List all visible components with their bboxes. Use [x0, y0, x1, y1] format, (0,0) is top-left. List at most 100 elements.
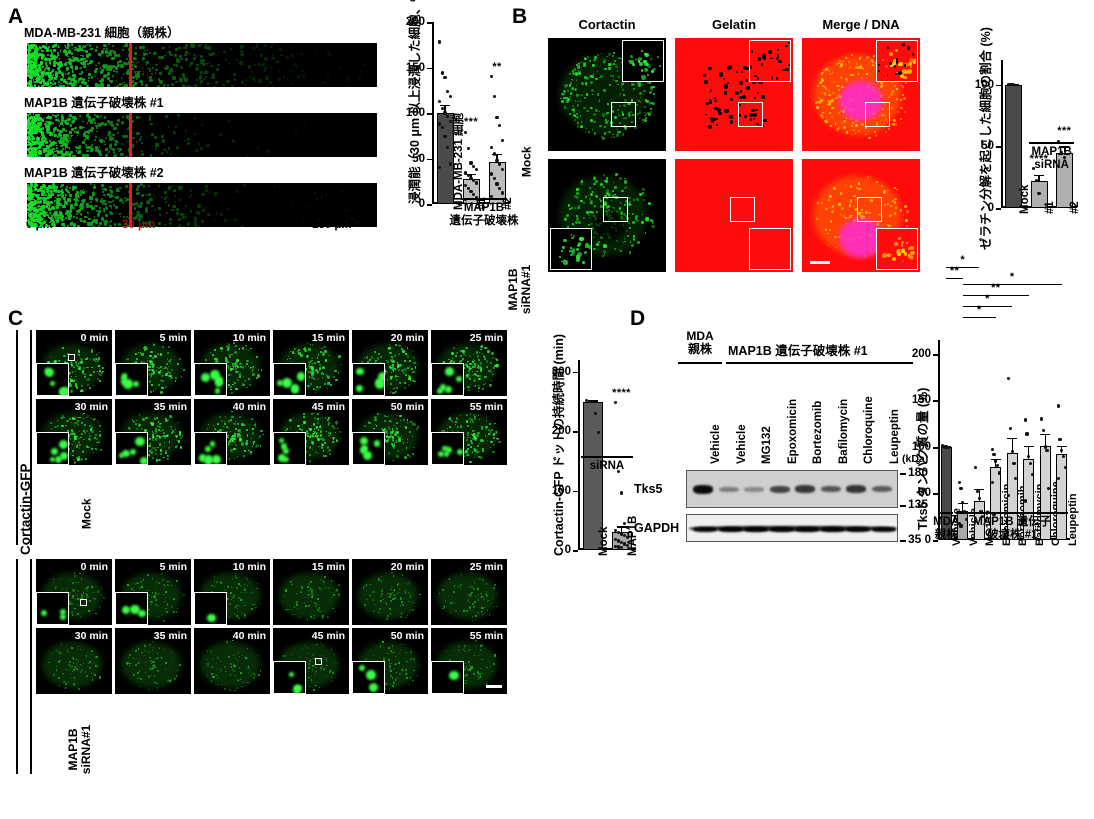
chart-data-point [616, 539, 620, 543]
inset-magnification [749, 228, 791, 270]
blot-kda-unit: (kDa) [902, 453, 929, 465]
chart-data-point [1043, 445, 1047, 449]
chart-significance-marker: * [985, 293, 990, 305]
blot-mw-marker: 35 [908, 532, 922, 546]
panel-a-chart: 0 50 100 150 200 MDA-MB-231 細胞 *** #1 ** #2 MAP1B 遺… [406, 16, 519, 227]
chart-data-point [1056, 477, 1060, 481]
chart-data-point [944, 445, 948, 449]
chart-data-point [495, 115, 499, 120]
chart-data-point [498, 124, 502, 128]
inset-magnification [194, 432, 227, 465]
chart-y-tick-label: 100 [911, 440, 931, 453]
chart-y-tick-label: 0 [418, 198, 425, 210]
panel-a-invasion-strip [27, 183, 377, 227]
blot-membrane [686, 514, 898, 542]
chart-data-point [446, 89, 450, 93]
chart-data-point [623, 534, 627, 538]
chart-data-point [498, 162, 502, 166]
chart-y-tick-label: 100 [551, 484, 571, 497]
chart-y-tick-label: 0 [564, 544, 571, 556]
chart-data-point [1062, 155, 1066, 160]
panel-a-row-title: MDA-MB-231 細胞（親株） [24, 26, 180, 40]
chart-significance-marker: *** [463, 116, 479, 129]
chart-data-point [466, 174, 470, 178]
panel-b-letter: B [512, 5, 528, 28]
blot-mw-marker: 180 [908, 465, 929, 479]
chart-data-point [590, 399, 595, 404]
chart-data-point [472, 178, 476, 182]
scale-bar [810, 261, 830, 264]
inset-magnification [36, 363, 69, 396]
chart-group-underline [939, 512, 953, 514]
panel-a-invasion-strip [27, 43, 377, 87]
chart-data-point [994, 459, 998, 463]
panel-a-30um-marker [129, 43, 132, 87]
panel-b-micrograph [548, 38, 666, 151]
chart-data-point [1012, 462, 1016, 466]
chart-data-point [500, 138, 505, 142]
chart-group-label: MAP1B siRNA [1031, 146, 1072, 171]
chart-data-point [489, 75, 494, 79]
chart-data-point [981, 515, 985, 519]
chart-group-underline [1029, 142, 1074, 144]
chart-data-point [498, 186, 502, 191]
panel-a-letter: A [8, 5, 24, 28]
chart-y-tick-label: 200 [551, 425, 571, 438]
chart-x-tick-label: #2 [1069, 201, 1082, 214]
blot-header-parental: MDA 親株 [686, 329, 714, 357]
panel-c-timestamp: 40 min [232, 401, 266, 413]
chart-data-point [466, 186, 470, 191]
chart-significance-marker: ** [991, 282, 1001, 294]
blot-band [693, 484, 713, 494]
panel-c-timestamp: 40 min [232, 630, 266, 642]
inset-magnification [36, 592, 69, 625]
chart-data-point [990, 448, 994, 452]
panel-c-timelapse-frame: 50 min [352, 399, 428, 465]
chart-data-point [1056, 404, 1060, 408]
chart-data-point [1023, 499, 1027, 503]
chart-data-point [448, 162, 453, 166]
chart-data-point [619, 532, 624, 536]
chart-data-point [616, 470, 620, 474]
chart-y-tick-label: 0 [987, 202, 994, 214]
chart-data-point [613, 528, 617, 532]
chart-y-axis [578, 360, 580, 550]
region-of-interest-box [68, 354, 75, 361]
panel-c-timelapse-frame: 10 min [194, 330, 270, 396]
blot-lane-label: Vehicle [710, 424, 722, 464]
chart-data-point [594, 411, 598, 416]
chart-data-point [584, 398, 588, 402]
chart-data-point [626, 525, 630, 530]
chart-significance-marker: * [960, 254, 966, 266]
chart-data-point [1006, 83, 1010, 87]
chart-data-point [448, 95, 453, 99]
chart-data-point [992, 513, 996, 517]
panel-c-timelapse-frame: 30 min [36, 628, 112, 694]
panel-c-timestamp: 0 min [80, 561, 108, 573]
chart-data-point [437, 166, 442, 170]
chart-data-point [587, 399, 591, 404]
panel-c-timestamp: 0 min [80, 332, 108, 344]
panel-c-letter: C [8, 307, 24, 330]
chart-data-point [974, 465, 978, 470]
chart-data-point [977, 496, 981, 500]
chart-data-point [495, 158, 499, 162]
blot-row-name: GAPDH [634, 521, 680, 535]
dna-stain [839, 217, 883, 258]
inset-magnification [115, 432, 148, 465]
region-of-interest-box [865, 102, 890, 127]
blot-group-underline [726, 362, 913, 364]
blot-lane-label: Bortezomib [812, 400, 824, 464]
chart-data-point [472, 165, 476, 169]
chart-data-point [613, 401, 617, 405]
panel-c-timestamp: 55 min [469, 401, 503, 413]
panel-c-timelapse-frame: 55 min [431, 399, 507, 465]
chart-x-tick-label: #1 [1044, 201, 1056, 214]
panel-b-micrograph [802, 38, 920, 151]
blot-band [846, 485, 866, 494]
chart-significance-marker: * [1009, 271, 1015, 283]
inset-magnification [352, 363, 385, 396]
chart-data-point [1041, 428, 1046, 432]
chart-data-point [1063, 465, 1067, 470]
panel-b-chart: 0 50 100 Mock **** #1 *** #2 MAP1B siRNA [975, 60, 1081, 214]
